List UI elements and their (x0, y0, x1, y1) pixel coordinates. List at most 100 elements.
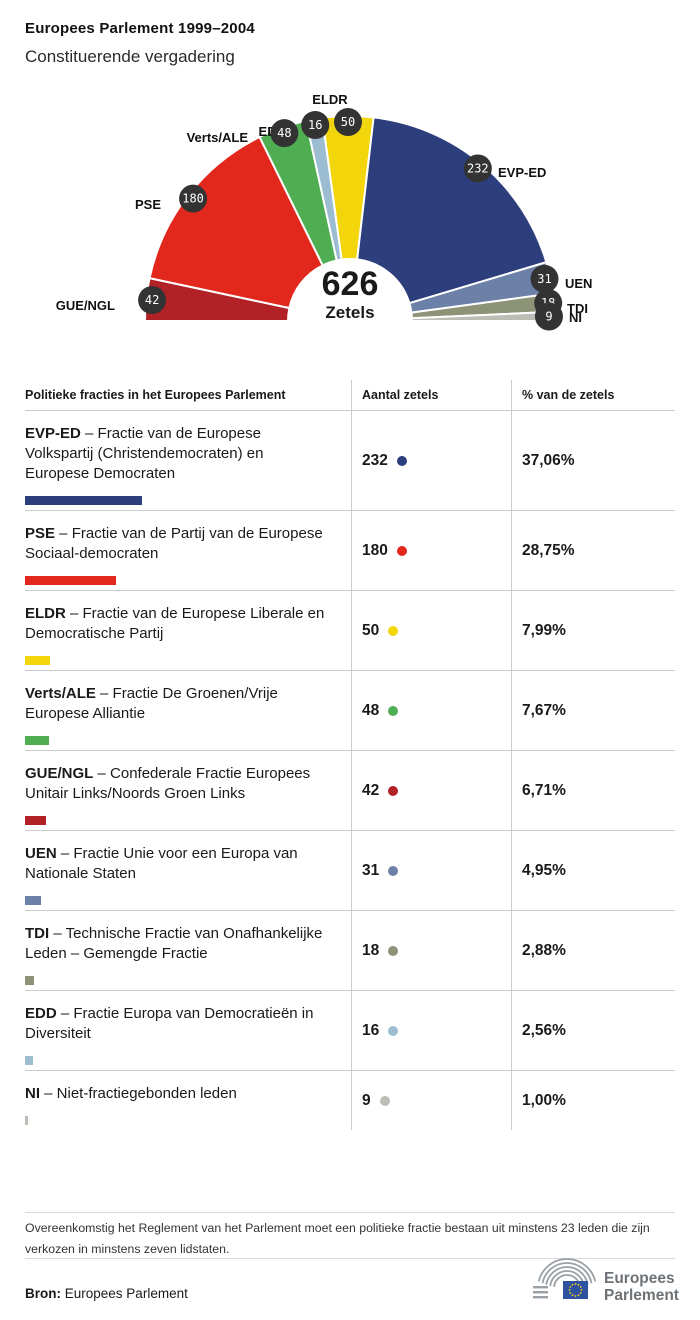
color-dot-icon (388, 1025, 399, 1036)
seats-cell: 48 (351, 671, 511, 750)
table-row-verts-ale: Verts/ALE – Fractie De Groenen/Vrije Eur… (25, 671, 675, 751)
logo-arc (549, 1270, 585, 1287)
color-dot-icon (388, 625, 399, 636)
fraction-name: Verts/ALE – Fractie De Groenen/Vrije Eur… (25, 685, 278, 722)
total-seats-value: 626 (322, 265, 379, 303)
badge-value-gue-ngl: 42 (145, 293, 159, 307)
source-line: Bron: Europees Parlement (25, 1286, 188, 1301)
percent-bar (25, 576, 116, 585)
source-label: Bron: (25, 1286, 61, 1301)
logo-arc (545, 1266, 589, 1285)
logo-tick (533, 1291, 548, 1294)
logo-tick (533, 1286, 548, 1289)
badge-circle-uen (530, 264, 559, 293)
fraction-name: PSE – Fractie van de Partij van de Europ… (25, 525, 323, 562)
badge-value-uen: 31 (537, 272, 551, 286)
fraction-name: UEN – Fractie Unie voor een Europa van N… (25, 845, 298, 882)
seats-cell: 180 (351, 511, 511, 590)
percent-value: 6,71% (511, 751, 675, 830)
wedge-pse (148, 135, 324, 310)
eu-flag-star (579, 1286, 582, 1288)
seats-cell: 31 (351, 831, 511, 910)
divider-rule-top (25, 1212, 675, 1213)
color-dot-icon (396, 545, 407, 556)
badge-circle-gue-ngl (138, 286, 167, 315)
percent-value: 28,75% (511, 511, 675, 590)
seats-value: 42 (362, 781, 380, 799)
fraction-name-cell: NI – Niet-fractiegebonden leden (25, 1071, 351, 1130)
seats-cell: 18 (351, 911, 511, 990)
table-row-eldr: ELDR – Fractie van de Europese Liberale … (25, 591, 675, 671)
logo-tick (533, 1296, 548, 1299)
label-eldr: ELDR (312, 92, 348, 107)
badge-circle-ni (534, 302, 563, 331)
seats-cell: 232 (351, 411, 511, 510)
eu-flag-star (569, 1292, 572, 1294)
hemicycle-chart: GUE/NGLPSEVerts/ALEEDDELDREVP-EDUENTDINI… (56, 92, 593, 331)
badge-value-ni: 9 (545, 310, 552, 324)
color-dot-icon (388, 945, 399, 956)
hemicycle-chart-container: GUE/NGLPSEVerts/ALEEDDELDREVP-EDUENTDINI… (0, 90, 700, 350)
fraction-name-cell: EDD – Fractie Europa van Democratieën in… (25, 991, 351, 1070)
badge-value-verts-ale: 48 (277, 126, 291, 140)
label-evp-ed: EVP-ED (498, 165, 546, 180)
source-value: Europees Parlement (64, 1286, 188, 1301)
seats-value: 9 (362, 1091, 371, 1109)
eu-flag-star (579, 1292, 582, 1294)
percent-bar (25, 496, 142, 505)
badges-group: 4218048165023231189 (138, 108, 563, 331)
badge-circle-eldr (334, 108, 363, 137)
divider-rule-bottom (25, 1258, 675, 1259)
label-gue-ngl: GUE/NGL (56, 298, 115, 313)
percent-bar (25, 1056, 33, 1065)
fraction-name-cell: PSE – Fractie van de Partij van de Europ… (25, 511, 351, 590)
logo-text-line1: Europees (604, 1270, 675, 1287)
fraction-name-cell: GUE/NGL – Confederale Fractie Europees U… (25, 751, 351, 830)
logo-arc (541, 1262, 593, 1284)
color-dot-icon (388, 705, 399, 716)
eu-flag-star (577, 1283, 580, 1286)
color-dot-icon (396, 455, 407, 466)
percent-bar (25, 816, 46, 825)
percent-bar (25, 896, 41, 905)
seats-value: 18 (362, 941, 380, 959)
fraction-name: GUE/NGL – Confederale Fractie Europees U… (25, 765, 311, 802)
wedge-evp-ed (356, 116, 548, 305)
table-row-ni: NI – Niet-fractiegebonden leden 9 1,00% (25, 1071, 675, 1130)
badge-circle-evp-ed (463, 154, 492, 183)
percent-value: 4,95% (511, 831, 675, 910)
col-header-fractions: Politieke fracties in het Europees Parle… (25, 388, 286, 402)
label-uen: UEN (565, 276, 592, 291)
percent-value: 37,06% (511, 411, 675, 510)
percent-bar (25, 1116, 28, 1125)
percent-value: 2,56% (511, 991, 675, 1070)
label-pse: PSE (135, 197, 161, 212)
label-tdi: TDI (567, 301, 588, 316)
percent-value: 7,67% (511, 671, 675, 750)
color-dot-icon (388, 785, 399, 796)
badge-circle-verts-ale (270, 119, 299, 148)
page-subtitle: Constituerende vergadering (25, 47, 235, 66)
eu-flag-icon (563, 1281, 588, 1299)
percent-bar (25, 736, 49, 745)
seats-cell: 16 (351, 991, 511, 1070)
ep-logo-svg: Europees Parlement (533, 1258, 679, 1304)
eu-flag-star (580, 1289, 583, 1291)
seats-value: 232 (362, 451, 388, 469)
label-ni: NI (569, 310, 582, 325)
seats-cell: 9 (351, 1071, 511, 1130)
badge-value-evp-ed: 232 (467, 161, 489, 175)
table-row-gue-ngl: GUE/NGL – Confederale Fractie Europees U… (25, 751, 675, 831)
fraction-name-cell: UEN – Fractie Unie voor een Europa van N… (25, 831, 351, 910)
table-row-edd: EDD – Fractie Europa van Democratieën in… (25, 991, 675, 1071)
eu-flag-star (571, 1283, 574, 1286)
percent-value: 7,99% (511, 591, 675, 670)
fraction-name: EVP-ED – Fractie van de Europese Volkspa… (25, 425, 264, 482)
percent-bar (25, 656, 50, 665)
logo-text-line2: Parlement (604, 1287, 679, 1304)
eu-flag-star (577, 1294, 580, 1297)
percent-bar (25, 976, 34, 985)
badge-value-edd: 16 (308, 118, 322, 132)
